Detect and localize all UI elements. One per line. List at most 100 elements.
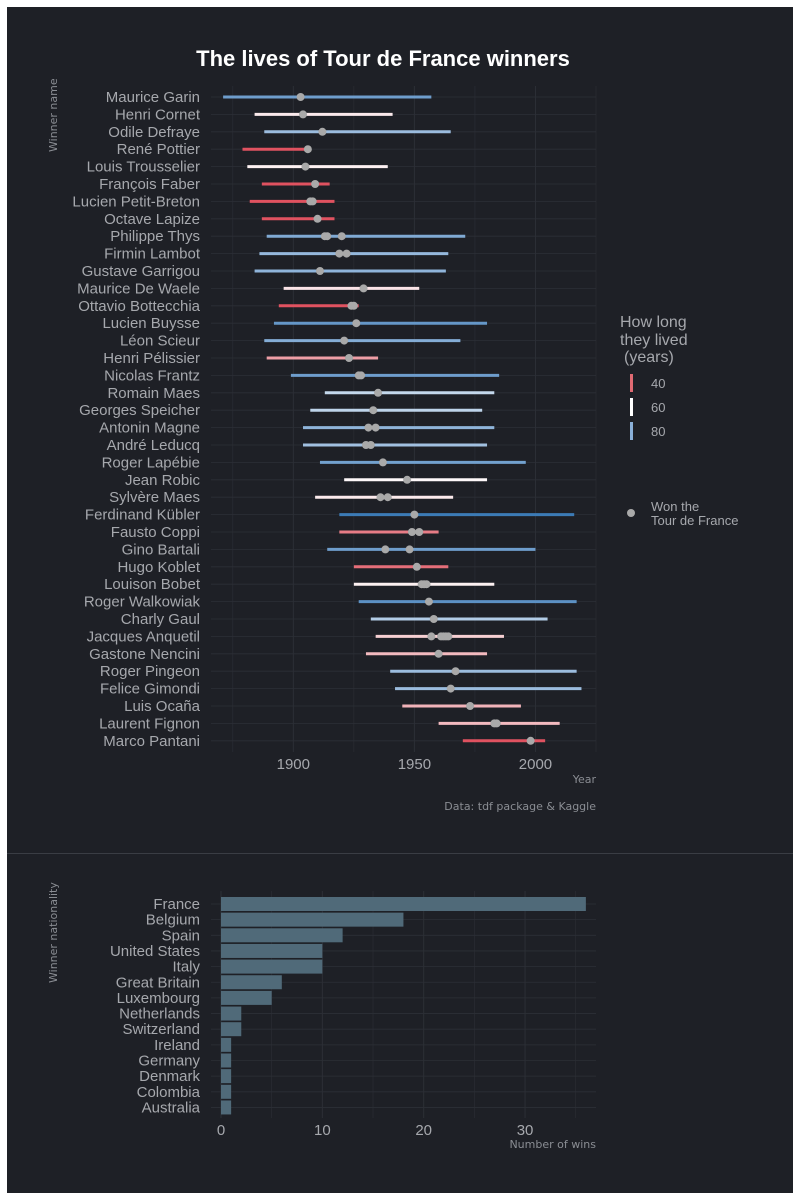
rider-label-firmin-lambot: Firmin Lambot [104, 246, 201, 263]
wins-bars [221, 897, 586, 1115]
win-point-gustave-garrigou [315, 267, 324, 275]
wins-bar-luxembourg [221, 990, 272, 1005]
win-point-philippe-thys [323, 232, 332, 241]
rider-label-ottavio-bottecchia: Ottavio Bottecchia [78, 298, 200, 315]
rider-label-roger-pingeon: Roger Pingeon [100, 663, 200, 680]
legend-label-60: 60 [651, 400, 665, 415]
win-point-odile-defraye [318, 127, 327, 136]
wins-tick-30: 30 [517, 1122, 534, 1139]
wins-bar-switzerland [221, 1022, 242, 1037]
wins-tick-10: 10 [314, 1122, 331, 1139]
legend-won-line-1: Won the [651, 499, 699, 514]
win-point-antonin-magne [371, 423, 380, 432]
win-point-romain-maes [374, 388, 383, 397]
wins-bar-spain [221, 928, 343, 943]
rider-label-rene-pottier: René Pottier [117, 141, 200, 158]
rider-label-ferdinand-kubler: Ferdinand Kübler [85, 507, 200, 524]
rider-label-luis-ocana: Luis Ocaña [124, 698, 201, 715]
nationality-label-ireland: Ireland [154, 1037, 200, 1054]
legend-win-point [627, 509, 635, 517]
win-point-gastone-nencini [434, 649, 443, 658]
win-point-hugo-koblet [412, 562, 421, 571]
nationality-label-great-britain: Great Britain [116, 974, 200, 991]
win-point-jacques-anquetil [444, 632, 453, 641]
year-tick-1950: 1950 [398, 756, 431, 773]
rider-label-gastone-nencini: Gastone Nencini [89, 646, 200, 663]
year-tick-1900: 1900 [277, 756, 310, 773]
win-point-firmin-lambot [342, 249, 351, 258]
nationality-label-italy: Italy [172, 959, 200, 976]
chart-caption: Data: tdf package & Kaggle [444, 800, 596, 813]
win-point-rene-pottier [303, 145, 312, 154]
rider-label-philippe-thys: Philippe Thys [110, 228, 200, 245]
win-point-sylvere-maes [383, 493, 392, 502]
win-points [296, 93, 535, 745]
legend-won-line-2: Tour de France [651, 513, 738, 528]
rider-label-jacques-anquetil: Jacques Anquetil [87, 628, 200, 645]
wins-bar-italy [221, 959, 323, 974]
legend-key-60 [630, 398, 633, 416]
rider-label-henri-cornet: Henri Cornet [115, 106, 201, 123]
win-point-firmin-lambot [335, 249, 344, 258]
rider-label-romain-maes: Romain Maes [107, 385, 200, 402]
legend-label-80: 80 [651, 424, 665, 439]
rider-label-roger-lapebie: Roger Lapébie [102, 454, 200, 471]
rider-label-louis-trousselier: Louis Trousselier [87, 159, 200, 176]
win-point-luis-ocana [466, 702, 475, 710]
rider-label-francois-faber: François Faber [99, 176, 200, 193]
wins-bar-ireland [221, 1037, 232, 1052]
legend-title-line-1: How long [620, 314, 687, 331]
win-point-gino-bartali [381, 545, 390, 554]
win-point-maurice-de-waele [359, 284, 368, 293]
lifespan-segments [223, 95, 582, 743]
nationality-label-netherlands: Netherlands [119, 1006, 200, 1023]
panel-divider [7, 853, 793, 854]
nationality-label-switzerland: Switzerland [122, 1021, 200, 1038]
year-tick-2000: 2000 [519, 756, 552, 773]
chart-title: The lives of Tour de France winners [196, 46, 570, 71]
wins-tick-20: 20 [415, 1122, 432, 1139]
rider-label-laurent-fignon: Laurent Fignon [99, 715, 200, 732]
win-point-roger-pingeon [451, 667, 460, 676]
rider-label-leon-scieur: Léon Scieur [120, 333, 200, 350]
rider-label-charly-gaul: Charly Gaul [121, 611, 200, 628]
wins-bar-united-states [221, 943, 323, 958]
nationality-label-belgium: Belgium [146, 912, 200, 929]
win-point-francois-faber [311, 180, 320, 188]
wins-tick-0: 0 [217, 1122, 225, 1139]
win-point-charly-gaul [429, 615, 438, 623]
rider-label-henri-pelissier: Henri Pélissier [103, 350, 200, 367]
win-point-leon-scieur [340, 336, 349, 345]
wins-bar-colombia [221, 1084, 232, 1099]
rider-label-georges-speicher: Georges Speicher [79, 402, 200, 419]
win-point-marco-pantani [526, 736, 535, 745]
wins-bar-great-britain [221, 975, 282, 990]
legend-title-line-2: they lived [620, 332, 688, 349]
rider-label-sylvere-maes: Sylvère Maes [109, 489, 200, 506]
x-axis-title-year: Year [572, 773, 597, 786]
rider-label-louison-bobet: Louison Bobet [104, 576, 201, 593]
rider-label-marco-pantani: Marco Pantani [103, 733, 200, 750]
win-point-fausto-coppi [407, 528, 416, 536]
figure-background [7, 7, 793, 1193]
win-point-fausto-coppi [415, 528, 424, 536]
rider-label-odile-defraye: Odile Defraye [108, 124, 200, 141]
legend-label-40: 40 [651, 376, 665, 391]
rider-label-jean-robic: Jean Robic [125, 472, 201, 489]
wins-bar-belgium [221, 912, 404, 927]
legend-key-80 [630, 422, 633, 440]
win-point-octave-lapize [313, 214, 322, 223]
win-point-ferdinand-kubler [410, 510, 419, 519]
nationality-label-australia: Australia [142, 1099, 201, 1116]
win-point-maurice-garin [296, 93, 305, 101]
nationality-label-colombia: Colombia [137, 1084, 201, 1101]
nationality-label-germany: Germany [138, 1053, 200, 1070]
rider-label-lucien-petit-breton: Lucien Petit-Breton [72, 193, 200, 210]
wins-bar-netherlands [221, 1006, 242, 1021]
rider-label-gino-bartali: Gino Bartali [122, 541, 200, 558]
rider-label-maurice-de-waele: Maurice De Waele [77, 280, 200, 297]
rider-label-lucien-buysse: Lucien Buysse [102, 315, 200, 332]
